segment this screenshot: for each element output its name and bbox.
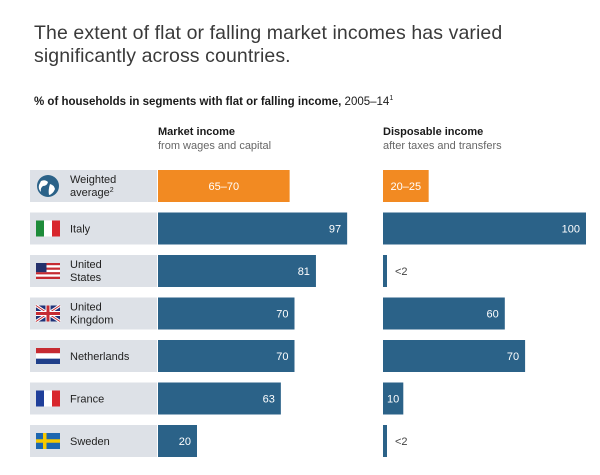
flag-stripe xyxy=(36,263,60,266)
chart-row: United Kingdom 70 60 xyxy=(30,297,505,330)
market-income-value-label: 65–70 xyxy=(209,181,240,193)
category-label: France xyxy=(70,394,104,406)
disposable-income-value-label: 100 xyxy=(562,224,580,236)
category-label-line: Kingdom xyxy=(70,315,113,327)
market-income-bar xyxy=(158,382,281,415)
market-income-title: Market income xyxy=(158,126,236,138)
market-income-value-label: 63 xyxy=(263,394,275,406)
disposable-income-subtitle: after taxes and transfers xyxy=(383,140,502,152)
market-income-bar xyxy=(158,255,316,287)
disposable-income-value-label: 60 xyxy=(487,309,499,321)
flag-stripe xyxy=(52,390,60,407)
chart-row: Italy 97 100 xyxy=(30,212,586,245)
uk-flag-icon xyxy=(35,304,61,323)
subtitle-period: 2005–14 xyxy=(344,95,390,108)
category-label: Sweden xyxy=(70,436,110,448)
disposable-income-value-label: 20–25 xyxy=(391,181,422,193)
disposable-income-bar xyxy=(383,255,387,287)
disposable-income-value-label: 70 xyxy=(507,351,519,363)
chart-row: United States 81 <2 xyxy=(30,255,408,287)
globe-land xyxy=(48,184,55,195)
market-income-header: Market income from wages and capital xyxy=(158,125,271,153)
disposable-income-title: Disposable income xyxy=(383,126,484,138)
flag-stripe xyxy=(36,269,60,273)
flag-cross xyxy=(36,312,60,315)
category-label: Netherlands xyxy=(70,351,130,363)
flag-stripe xyxy=(44,390,52,407)
us-flag-icon xyxy=(36,263,60,279)
category-label-line: Netherlands xyxy=(70,351,130,363)
market-income-bar xyxy=(158,340,295,372)
flag-stripe xyxy=(36,220,44,237)
flag-stripe xyxy=(36,390,44,407)
disposable-income-header: Disposable income after taxes and transf… xyxy=(383,125,502,153)
netherlands-flag-icon xyxy=(36,348,60,364)
subtitle-footnote: 1 xyxy=(389,95,394,102)
italy-flag-icon xyxy=(36,220,60,237)
flag-stripe xyxy=(36,348,60,354)
market-income-bar xyxy=(158,425,197,457)
disposable-income-bar xyxy=(383,212,586,245)
chart-row: Weighted average2 65–70 20–25 xyxy=(30,170,429,202)
category-label: Italy xyxy=(70,224,91,236)
category-label-line: States xyxy=(70,272,102,284)
flag-canton xyxy=(36,263,47,273)
flag-stripe xyxy=(44,220,52,237)
category-label-line: Sweden xyxy=(70,436,110,448)
flag-stripe xyxy=(36,267,60,270)
category-label-line: Italy xyxy=(70,224,91,236)
category-label-line: Weighted xyxy=(70,174,116,186)
chart-row: Netherlands 70 70 xyxy=(30,340,526,372)
market-income-bar xyxy=(158,170,290,202)
flag-stripe xyxy=(36,265,60,268)
market-income-value-label: 70 xyxy=(276,309,288,321)
disposable-income-bar xyxy=(383,425,387,457)
market-income-subtitle: from wages and capital xyxy=(158,140,272,152)
flag-stripe xyxy=(52,220,60,237)
disposable-income-value-label: 10 xyxy=(387,394,399,406)
market-income-bar xyxy=(158,297,295,330)
category-label-line: average xyxy=(70,187,110,199)
sweden-flag-icon xyxy=(36,433,60,449)
category-label-line: France xyxy=(70,394,104,406)
chart-row: Sweden 20 <2 xyxy=(30,425,408,457)
market-income-value-label: 97 xyxy=(329,224,341,236)
disposable-income-value-label: <2 xyxy=(395,266,408,278)
disposable-income-bar xyxy=(383,340,526,372)
category-label: United Kingdom xyxy=(70,302,113,327)
disposable-income-bar xyxy=(383,297,505,330)
flag-stripe xyxy=(36,353,60,359)
disposable-income-bar xyxy=(383,170,429,202)
flag-stripe xyxy=(36,276,60,279)
market-income-value-label: 81 xyxy=(298,266,310,278)
category-label-line: United xyxy=(70,259,102,271)
market-income-value-label: 70 xyxy=(276,351,288,363)
chart-title: The extent of flat or falling market inc… xyxy=(34,22,503,67)
market-income-bar xyxy=(158,212,348,245)
disposable-income-value-label: <2 xyxy=(395,436,408,448)
flag-stripe xyxy=(36,274,60,277)
globe-land xyxy=(38,180,48,192)
category-label-line: United xyxy=(70,302,102,314)
chart-row: France 63 10 xyxy=(30,382,404,415)
flag-cross xyxy=(36,439,60,443)
flag-stripe xyxy=(36,272,60,275)
france-flag-icon xyxy=(36,390,60,407)
category-footnote: 2 xyxy=(110,187,114,194)
flag-stripe xyxy=(36,358,60,364)
market-income-value-label: 20 xyxy=(179,436,191,448)
category-label: Weighted average2 xyxy=(70,174,116,199)
subtitle-text: % of households in segments with flat or… xyxy=(34,95,342,108)
category-label: United States xyxy=(70,259,102,284)
disposable-income-bar xyxy=(383,382,404,415)
chart-subtitle: % of households in segments with flat or… xyxy=(34,95,393,108)
